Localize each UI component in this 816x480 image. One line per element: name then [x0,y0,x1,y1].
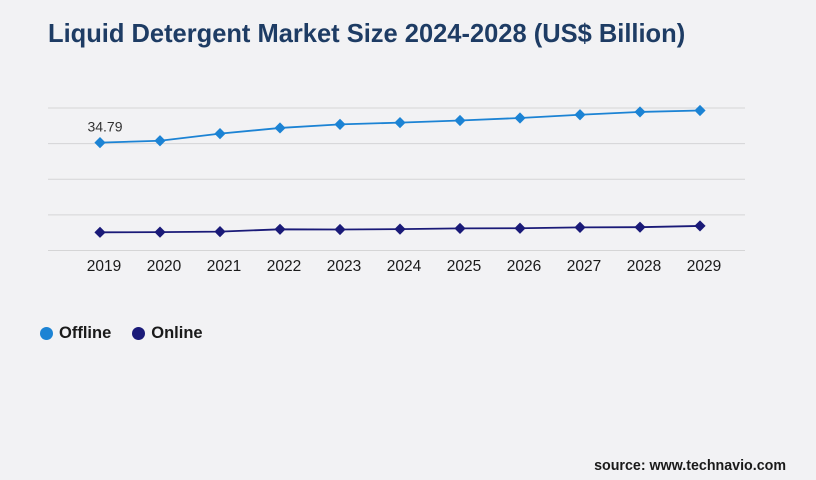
data-point-marker-offline [514,112,526,124]
chart-title: Liquid Detergent Market Size 2024-2028 (… [48,18,686,48]
source-note: source: www.technavio.com [594,457,786,474]
x-tick-label: 2029 [687,258,721,275]
data-point-marker-offline [334,118,346,130]
legend-label: Offline [59,324,112,342]
data-point-marker-offline [574,109,586,121]
data-point-marker-offline [454,114,466,127]
legend-item-online: Online [132,324,203,343]
data-point-marker-online [274,223,286,235]
x-tick-label: 2023 [327,258,361,275]
data-point-marker-offline [214,128,226,140]
legend-dot-offline [40,327,53,340]
data-point-marker-online [574,221,586,233]
data-point-marker-offline [154,135,166,147]
x-tick-label: 2027 [567,258,601,275]
legend-dot-online [132,327,146,340]
data-point-marker-online [334,223,346,236]
x-tick-label: 2025 [447,258,481,275]
data-point-marker-offline [694,104,706,117]
legend-item-offline: Offline [40,324,111,343]
data-point-marker-online [154,226,166,238]
data-point-label: 34.79 [87,119,122,135]
data-point-marker-online [454,222,466,235]
x-tick-label: 2022 [267,258,301,275]
x-tick-label: 2028 [627,258,661,275]
data-point-marker-online [214,226,226,238]
chart-legend: Offline Online [40,324,203,343]
x-tick-label: 2019 [87,258,121,275]
data-point-marker-online [514,222,526,234]
data-point-marker-offline [274,122,286,134]
data-point-marker-online [634,221,646,233]
line-chart: 2019 2020 2021 2022 2023 2024 2025 2026 2027 2028… [48,104,745,275]
data-point-marker-online [94,226,106,238]
legend-label: Online [151,324,203,342]
data-point-marker-offline [394,117,406,129]
x-tick-label: 2024 [387,258,422,275]
data-point-marker-offline [634,106,646,118]
data-point-marker-online [394,223,406,235]
x-tick-label: 2020 [147,258,182,275]
x-tick-label: 2026 [507,258,541,275]
x-tick-label: 2021 [207,258,241,275]
data-point-marker-online [694,220,706,232]
data-point-marker-offline [94,136,106,149]
